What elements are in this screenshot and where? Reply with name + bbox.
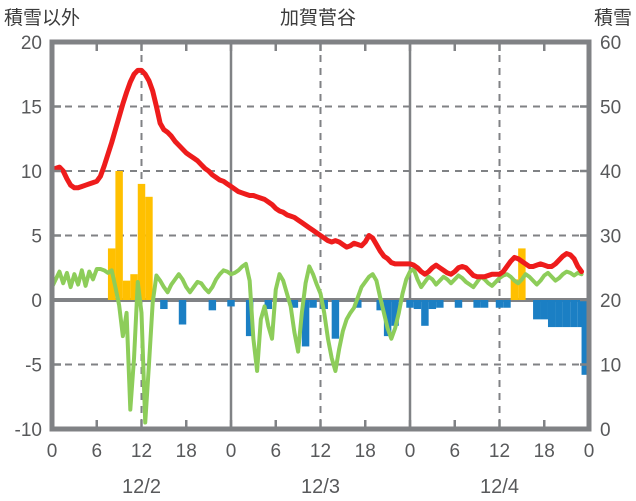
x-tick-label-hour: 12 (131, 441, 152, 462)
bar-precipitation (137, 183, 146, 300)
y-tick-label-right: 40 (600, 162, 621, 183)
x-tick-label-hour: 6 (91, 441, 102, 462)
bar-snow-depth-change (473, 300, 481, 308)
y-tick-label-left: -5 (25, 356, 42, 377)
y-tick-label-right: 20 (600, 291, 621, 312)
y-tick-label-left: 20 (21, 33, 42, 54)
line-series-temperature (52, 67, 585, 280)
bar-snow-depth-change (562, 300, 571, 328)
bar-snow-depth-change (547, 300, 556, 328)
y-tick-label-right: 10 (600, 356, 621, 377)
x-tick-label-hour: 18 (534, 441, 555, 462)
line-series-wind (52, 261, 584, 425)
bar-precipitation (145, 196, 153, 300)
x-tick-label-hour: 0 (47, 441, 58, 462)
bar-snow-depth-change (540, 300, 548, 320)
bar-precipitation (115, 171, 123, 300)
bar-snow-depth-change (480, 300, 489, 308)
bar-snow-depth-change (178, 300, 187, 325)
x-tick-label-hour: 0 (226, 441, 237, 462)
x-axis-day-label: 12/3 (301, 476, 340, 498)
bar-snow-depth-change (533, 300, 541, 320)
bar-precipitation (130, 274, 138, 300)
x-tick-label-hour: 18 (355, 441, 376, 462)
x-tick-label-hour: 12 (489, 441, 510, 462)
y-tick-label-right: 50 (600, 98, 621, 119)
y-tick-label-left: 15 (21, 98, 42, 119)
bar-snow-depth-change (577, 300, 586, 328)
bar-snow-depth-change (555, 300, 563, 328)
bar-snow-depth-change (421, 300, 429, 326)
y-tick-label-right: 60 (600, 33, 621, 54)
right-axis-caption: 積雪 (594, 7, 632, 29)
bar-snow-depth-change (406, 300, 414, 308)
bar-precipitation (122, 280, 131, 300)
x-tick-label-hour: 6 (449, 441, 460, 462)
bar-snow-depth-change (264, 300, 273, 310)
x-tick-label-hour: 18 (176, 441, 197, 462)
y-tick-label-left: 10 (21, 162, 42, 183)
bar-snow-depth-change (331, 300, 340, 339)
bar-snow-depth-change (227, 300, 235, 307)
bar-snow-depth-change (309, 300, 317, 308)
left-axis-caption: 積雪以外 (4, 7, 80, 29)
bar-snow-depth-change (160, 300, 168, 310)
bar-snow-depth-change (290, 300, 299, 308)
x-tick-label-hour: 0 (405, 441, 416, 462)
y-tick-label-right: 30 (600, 227, 621, 248)
bar-snow-depth-change (391, 300, 399, 326)
bar-snow-depth-change (354, 300, 362, 308)
y-tick-label-left: 0 (31, 291, 42, 312)
bar-snow-depth-change (436, 300, 444, 308)
x-tick-label-hour: 12 (310, 441, 331, 462)
page-title: 加賀菅谷 (280, 7, 356, 29)
y-tick-label-left: -10 (15, 420, 42, 441)
y-tick-label-right: 0 (600, 420, 611, 441)
bar-snow-depth-change (570, 300, 578, 328)
x-tick-label-hour: 0 (584, 441, 595, 462)
bar-snow-depth-change (208, 300, 217, 311)
x-tick-label-hour: 6 (270, 441, 281, 462)
bar-snow-depth-change (428, 300, 437, 310)
bar-snow-depth-change (503, 300, 511, 308)
bar-snow-depth-change (454, 300, 463, 308)
bar-snow-depth-change (495, 300, 504, 308)
bar-snow-depth-change (383, 300, 392, 337)
bar-snow-depth-change (413, 300, 422, 310)
bar-snow-depth-change (245, 300, 254, 337)
line-series-layer (52, 67, 585, 425)
y-tick-label-left: 5 (31, 227, 42, 248)
bar-precipitation (510, 279, 519, 300)
x-axis-day-label: 12/4 (480, 476, 519, 498)
bar-snow-depth-change (301, 300, 310, 347)
axis-ticks (50, 42, 591, 429)
x-axis-day-label: 12/2 (122, 476, 161, 498)
bar-snow-depth-change (581, 300, 589, 375)
bar-precipitation (518, 248, 526, 300)
